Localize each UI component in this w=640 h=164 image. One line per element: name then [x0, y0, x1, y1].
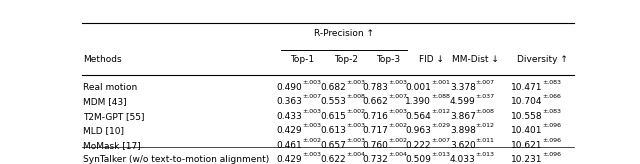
Text: 3.620: 3.620	[450, 141, 476, 150]
Text: ±.003: ±.003	[388, 109, 407, 114]
Text: ±.013: ±.013	[431, 152, 450, 157]
Text: 0.783: 0.783	[362, 83, 388, 92]
Text: 0.963: 0.963	[405, 126, 431, 135]
Text: ±.007: ±.007	[431, 138, 450, 143]
Text: ±.008: ±.008	[346, 94, 365, 99]
Text: 0.429: 0.429	[276, 126, 302, 135]
Text: ±.096: ±.096	[542, 138, 561, 143]
Text: MDM [43]: MDM [43]	[83, 97, 127, 106]
Text: ±.004: ±.004	[388, 152, 407, 157]
Text: Top-3: Top-3	[376, 55, 400, 64]
Text: 10.704: 10.704	[511, 97, 542, 106]
Text: 3.378: 3.378	[450, 83, 476, 92]
Text: ±.011: ±.011	[476, 138, 495, 143]
Text: ±.096: ±.096	[542, 123, 561, 128]
Text: ±.003: ±.003	[346, 123, 365, 128]
Text: ±.003: ±.003	[302, 80, 321, 85]
Text: ±.003: ±.003	[346, 138, 365, 143]
Text: 0.717: 0.717	[362, 126, 388, 135]
Text: 0.564: 0.564	[405, 112, 431, 121]
Text: 10.401: 10.401	[511, 126, 542, 135]
Text: 10.471: 10.471	[511, 83, 542, 92]
Text: ±.083: ±.083	[542, 80, 561, 85]
Text: 0.657: 0.657	[320, 141, 346, 150]
Text: 4.599: 4.599	[450, 97, 476, 106]
Text: ±.066: ±.066	[542, 94, 561, 99]
Text: ±.007: ±.007	[302, 94, 321, 99]
Text: 1.390: 1.390	[405, 97, 431, 106]
Text: Diversity ↑: Diversity ↑	[517, 55, 568, 64]
Text: ±.007: ±.007	[388, 94, 407, 99]
Text: ±.002: ±.002	[388, 138, 407, 143]
Text: 0.732: 0.732	[362, 155, 388, 164]
Text: 0.222: 0.222	[406, 141, 431, 150]
Text: ±.008: ±.008	[476, 109, 495, 114]
Text: ±.004: ±.004	[346, 152, 365, 157]
Text: 0.509: 0.509	[405, 155, 431, 164]
Text: 0.760: 0.760	[362, 141, 388, 150]
Text: 10.558: 10.558	[511, 112, 542, 121]
Text: SynTalker (w/o text-to-motion alignment): SynTalker (w/o text-to-motion alignment)	[83, 155, 269, 164]
Text: ±.012: ±.012	[476, 123, 495, 128]
Text: ±.002: ±.002	[388, 123, 407, 128]
Text: 3.898: 3.898	[450, 126, 476, 135]
Text: MM-Dist ↓: MM-Dist ↓	[452, 55, 499, 64]
Text: T2M-GPT [55]: T2M-GPT [55]	[83, 112, 145, 121]
Text: 0.622: 0.622	[320, 155, 346, 164]
Text: 3.867: 3.867	[450, 112, 476, 121]
Text: 0.615: 0.615	[320, 112, 346, 121]
Text: 0.553: 0.553	[320, 97, 346, 106]
Text: 0.461: 0.461	[276, 141, 302, 150]
Text: FID ↓: FID ↓	[419, 55, 444, 64]
Text: 4.033: 4.033	[450, 155, 476, 164]
Text: 0.001: 0.001	[405, 83, 431, 92]
Text: 10.621: 10.621	[511, 141, 542, 150]
Text: Top-1: Top-1	[290, 55, 314, 64]
Text: ±.012: ±.012	[431, 109, 450, 114]
Text: ±.007: ±.007	[476, 80, 495, 85]
Text: 0.716: 0.716	[362, 112, 388, 121]
Text: MLD [10]: MLD [10]	[83, 126, 124, 135]
Text: 10.231: 10.231	[511, 155, 542, 164]
Text: ±.096: ±.096	[542, 152, 561, 157]
Text: MoMask [17]: MoMask [17]	[83, 141, 141, 150]
Text: ±.003: ±.003	[302, 152, 321, 157]
Text: R-Precision ↑: R-Precision ↑	[314, 29, 374, 38]
Text: ±.037: ±.037	[476, 94, 495, 99]
Text: ±.013: ±.013	[476, 152, 495, 157]
Text: Methods: Methods	[83, 55, 122, 64]
Text: ±.003: ±.003	[302, 123, 321, 128]
Text: 0.613: 0.613	[320, 126, 346, 135]
Text: ±.003: ±.003	[302, 109, 321, 114]
Text: ±.088: ±.088	[431, 94, 450, 99]
Text: Real motion: Real motion	[83, 83, 138, 92]
Text: 0.429: 0.429	[276, 155, 302, 164]
Text: 0.662: 0.662	[362, 97, 388, 106]
Text: ±.001: ±.001	[431, 80, 450, 85]
Text: ±.003: ±.003	[346, 80, 365, 85]
Text: Top-2: Top-2	[334, 55, 358, 64]
Text: 0.363: 0.363	[276, 97, 302, 106]
Text: ±.003: ±.003	[388, 80, 407, 85]
Text: 0.682: 0.682	[320, 83, 346, 92]
Text: 0.433: 0.433	[276, 112, 302, 121]
Text: ±.002: ±.002	[346, 109, 365, 114]
Text: ±.029: ±.029	[431, 123, 451, 128]
Text: 0.490: 0.490	[276, 83, 302, 92]
Text: ±.002: ±.002	[302, 138, 321, 143]
Text: ±.083: ±.083	[542, 109, 561, 114]
